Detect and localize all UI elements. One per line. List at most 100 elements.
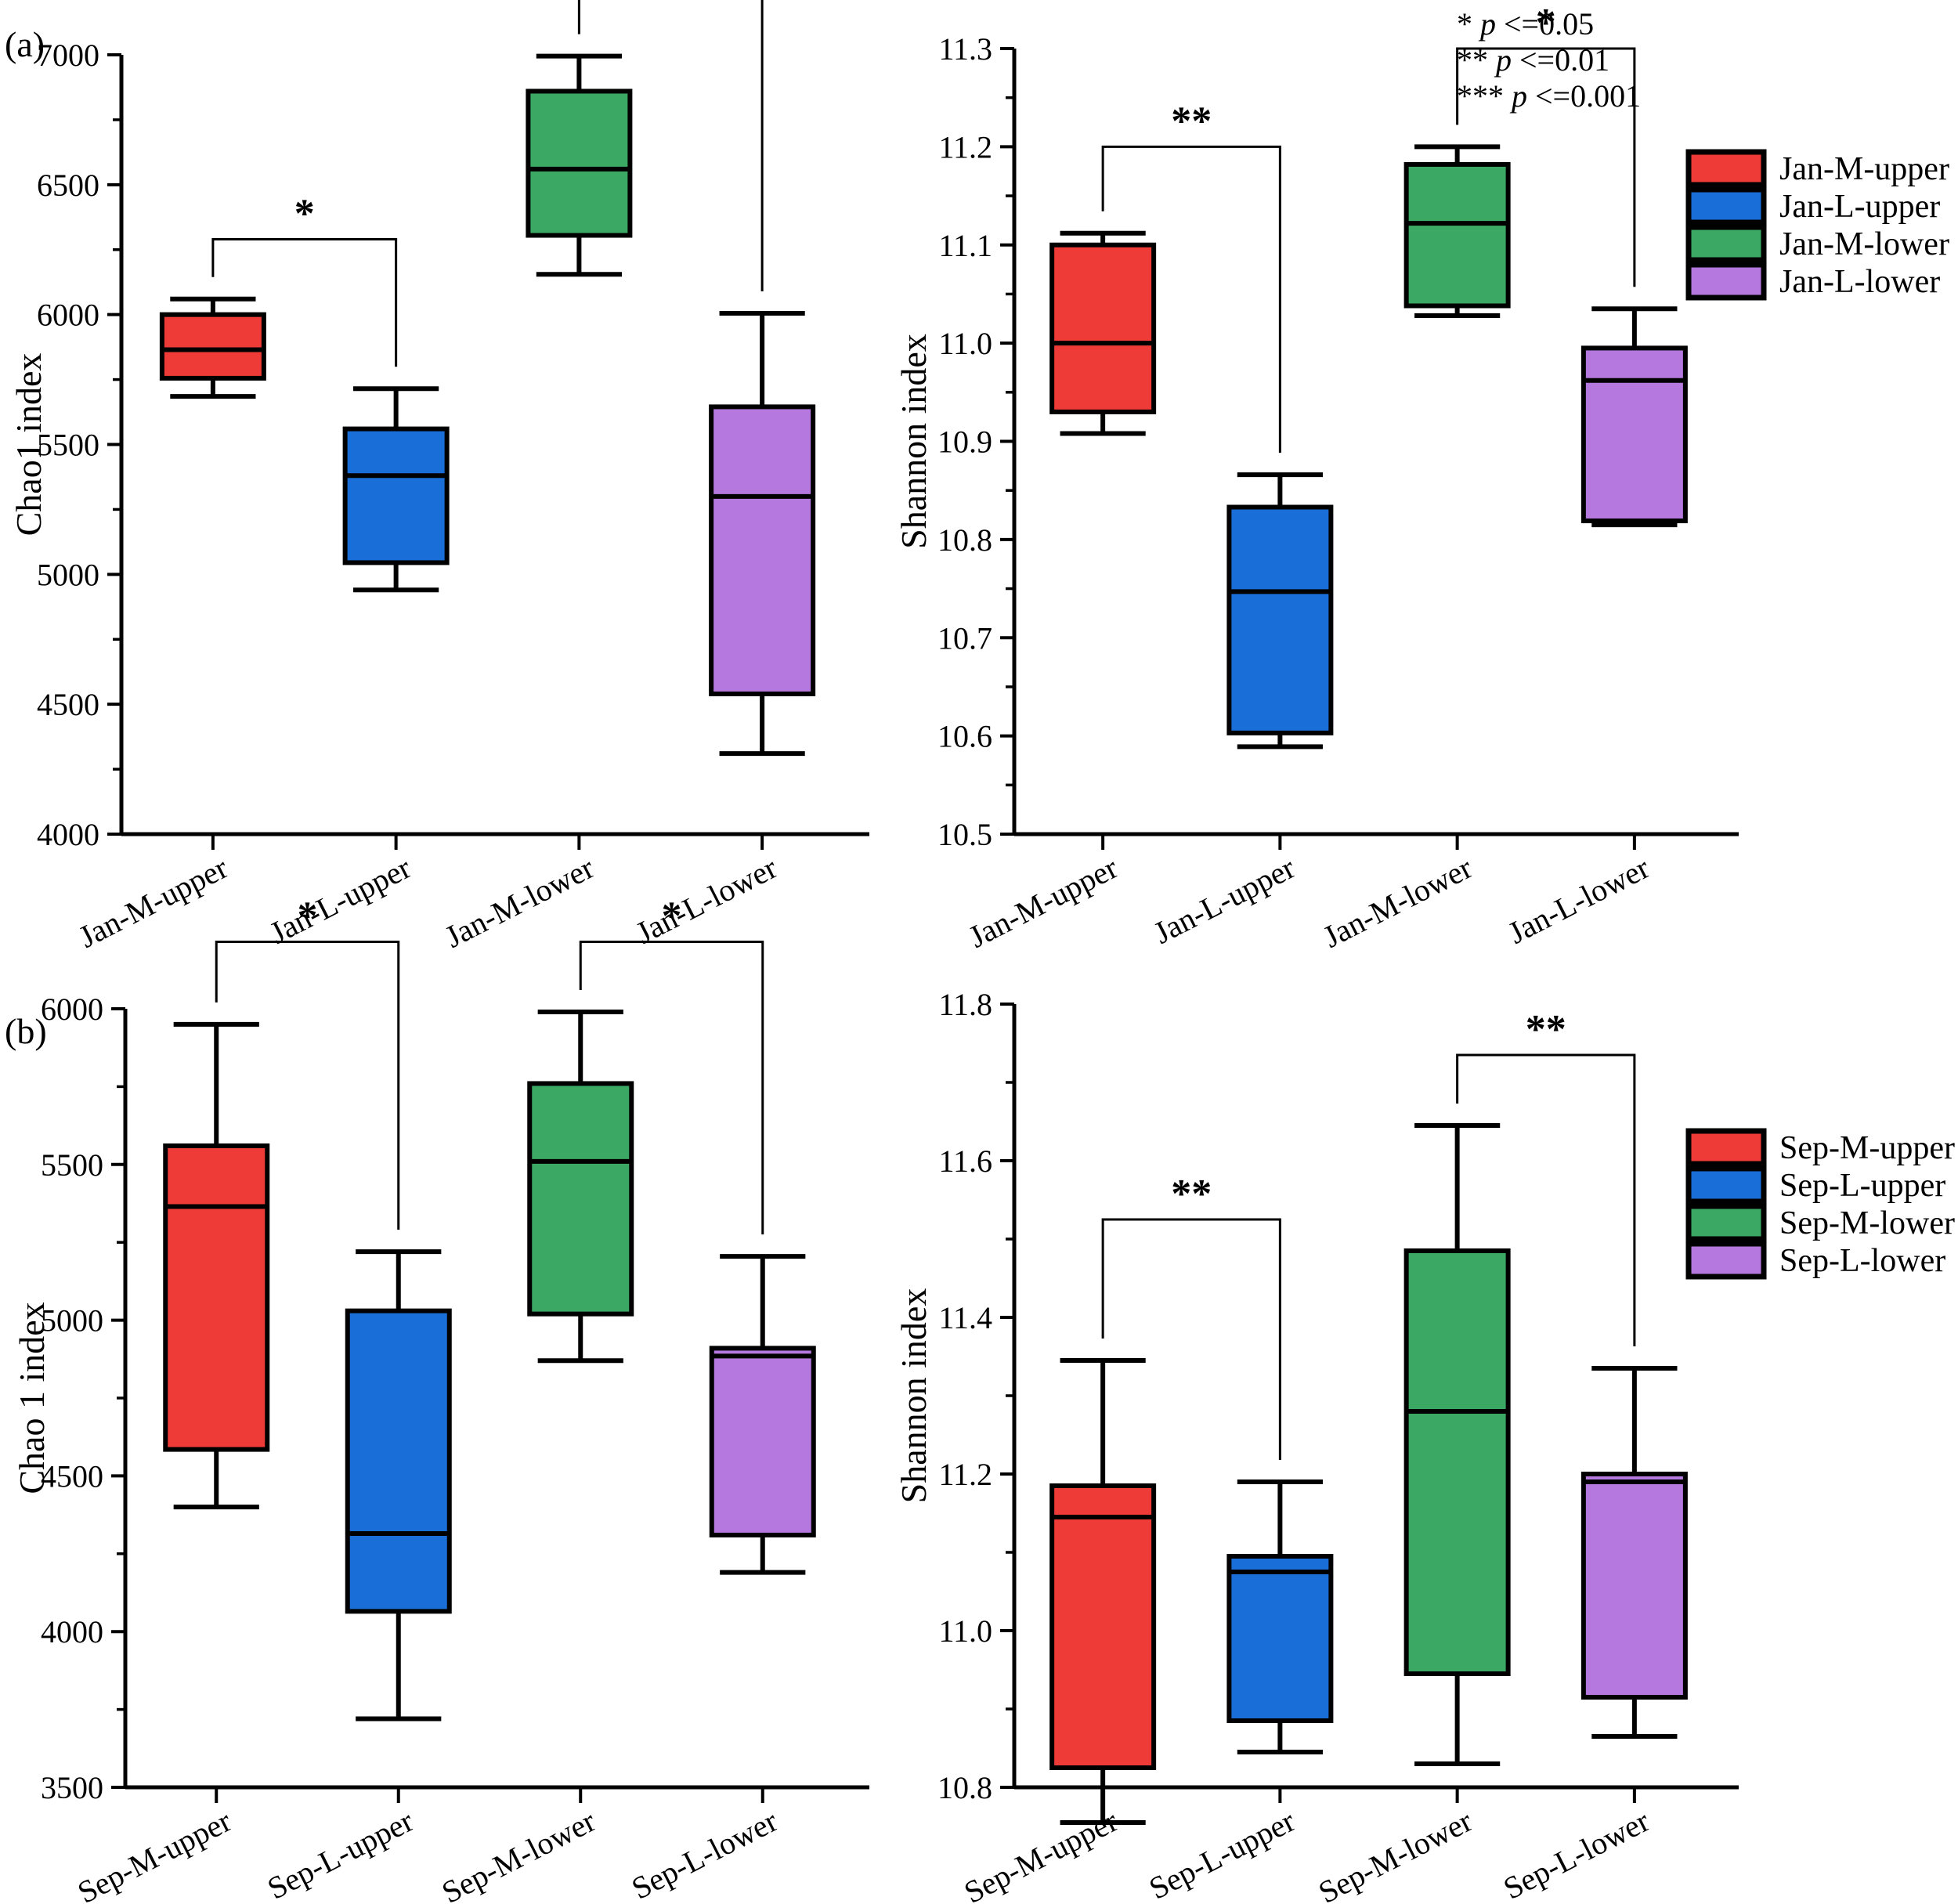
x-tick-label: Jan-M-lower: [439, 850, 600, 955]
y-tick-label: 11.2: [938, 1457, 992, 1492]
legend-jan: Jan-M-upper Jan-L-upper Jan-M-lower Jan-L-l…: [1684, 149, 1958, 321]
box-iqr: [1226, 504, 1334, 735]
bracket-path: [577, 0, 764, 292]
box-iqr: [1226, 1554, 1334, 1723]
box-plot-Jan-L-lower: [1580, 306, 1688, 528]
legend-swatch: [1685, 1241, 1767, 1280]
legend-swatch: [1685, 224, 1767, 263]
x-tick-label: Sep-M-lower: [1313, 1803, 1477, 1904]
y-tick-label: 10.8: [937, 1770, 992, 1805]
significance-note: * p <=0.05: [1457, 6, 1958, 42]
y-tick-label: 11.0: [938, 326, 992, 361]
box-iqr: [709, 404, 816, 696]
box-plot-Sep-L-upper: [345, 1249, 452, 1722]
x-tick-label: Sep-L-lower: [626, 1803, 783, 1904]
box-iqr: [1049, 1483, 1157, 1770]
bracket-path: [1456, 1053, 1636, 1346]
x-tick-label: Sep-M-upper: [72, 1803, 237, 1904]
y-axis-title: Chao1 index: [9, 353, 49, 537]
y-tick-label: 11.1: [938, 228, 992, 263]
box-iqr: [526, 89, 633, 238]
legend-swatch: [1685, 1128, 1767, 1167]
significance-note-p: p: [1480, 6, 1496, 42]
chart-b-shannon: 10.8 11.0 11.2 11.4 11.6 11.8 Shannon index Sep…: [877, 963, 1786, 1904]
x-tick-label: Sep-L-upper: [1143, 1803, 1301, 1904]
bracket-path: [215, 941, 400, 1230]
y-tick-label: 10.8: [937, 522, 992, 558]
x-tick-label: Sep-M-lower: [436, 1803, 601, 1904]
x-tick-label: Jan-L-upper: [264, 850, 417, 951]
significance-bracket: *: [577, 0, 764, 292]
legend-sep: Sep-M-upper Sep-L-upper Sep-M-lower Sep-L-l…: [1684, 1128, 1958, 1300]
bracket-path: [1101, 1218, 1281, 1460]
legend-item: Sep-L-lower: [1685, 1241, 1945, 1280]
significance-stars: *: [1536, 1, 1556, 45]
y-tick-label: 5500: [41, 1147, 103, 1183]
chart-a-chao1: 4000 4500 5000 5500 6000 6500 7000 Chao1 index J…: [0, 0, 909, 963]
y-tick-label: 11.3: [938, 31, 992, 67]
x-tick-label: Sep-L-lower: [1497, 1803, 1655, 1904]
significance-bracket: *: [211, 191, 398, 367]
y-tick-label: 5000: [37, 557, 99, 592]
box-iqr: [1403, 161, 1511, 309]
y-axis-title: Shannon index: [894, 334, 934, 549]
legend-item-label: Sep-M-upper: [1779, 1130, 1955, 1166]
box-plot-Sep-L-lower: [1580, 1366, 1688, 1739]
panel-a-tag: (a): [5, 24, 45, 64]
x-tick-label: Jan-M-lower: [1317, 850, 1478, 955]
y-tick-label: 5000: [41, 1303, 103, 1339]
chart-b-chao1: 3500 4000 4500 5000 5500 6000 Chao 1 index Sep-…: [0, 894, 909, 1904]
y-axis-title: Shannon index: [894, 1288, 934, 1504]
y-tick-label: 4000: [37, 817, 99, 852]
box-iqr: [709, 1346, 816, 1537]
x-tick-label: Jan-L-lower: [1502, 850, 1655, 951]
x-tick-label: Sep-M-upper: [959, 1803, 1123, 1904]
significance-bracket: **: [1456, 1007, 1636, 1346]
box-plot-Jan-M-upper: [159, 296, 266, 399]
x-tick-label: Jan-M-upper: [73, 850, 233, 955]
legend-item-label: Jan-L-lower: [1779, 264, 1940, 300]
significance-stars: **: [1171, 99, 1212, 143]
box-plot-Jan-L-upper: [1226, 472, 1334, 750]
y-tick-label: 3500: [41, 1770, 103, 1805]
box-iqr: [345, 1308, 452, 1614]
box-plot-Jan-L-lower: [709, 311, 816, 757]
significance-bracket: **: [1101, 99, 1281, 453]
significance-stars: *: [294, 191, 315, 236]
y-tick-label: 10.7: [937, 620, 992, 656]
bracket-path: [579, 941, 764, 1235]
y-tick-label: 4500: [37, 687, 99, 722]
y-tick-label: 6000: [41, 992, 103, 1027]
legend-swatch: [1685, 1203, 1767, 1242]
x-tick-label: Sep-L-upper: [262, 1803, 419, 1904]
legend-item: Jan-L-upper: [1685, 186, 1940, 226]
x-tick-label: Jan-L-lower: [630, 850, 783, 951]
significance-stars: *: [662, 894, 682, 939]
legend-swatch: [1685, 149, 1767, 188]
significance-note-text: <=0.001: [1527, 78, 1642, 114]
legend-item: Jan-M-upper: [1685, 149, 1949, 188]
legend-item: Jan-L-lower: [1685, 262, 1940, 301]
legend-swatch: [1685, 1165, 1767, 1205]
box-iqr: [342, 426, 450, 565]
legend-item-label: Jan-L-upper: [1779, 189, 1940, 225]
box-plot-Jan-M-upper: [1049, 230, 1157, 436]
box-plot-Sep-M-lower: [1403, 1123, 1511, 1766]
significance-stars: **: [1171, 1172, 1212, 1216]
y-tick-label: 11.6: [938, 1143, 992, 1179]
y-tick-label: 7000: [37, 38, 99, 73]
legend-item-label: Sep-L-lower: [1779, 1243, 1945, 1279]
y-tick-label: 10.6: [937, 719, 992, 754]
significance-note-stars: ***: [1457, 78, 1504, 114]
legend-item-label: Sep-L-upper: [1779, 1168, 1945, 1204]
box-plot-Jan-L-upper: [342, 386, 450, 593]
legend-item-label: Sep-M-lower: [1779, 1205, 1955, 1241]
bracket-path: [1101, 145, 1281, 453]
box-iqr: [1580, 345, 1688, 524]
legend-item: Sep-M-lower: [1685, 1203, 1955, 1242]
box-iqr: [159, 312, 266, 381]
y-tick-label: 11.4: [938, 1300, 992, 1335]
legend-item-label: Jan-M-lower: [1779, 226, 1949, 262]
y-tick-label: 6000: [37, 298, 99, 333]
y-tick-label: 11.2: [938, 129, 992, 164]
